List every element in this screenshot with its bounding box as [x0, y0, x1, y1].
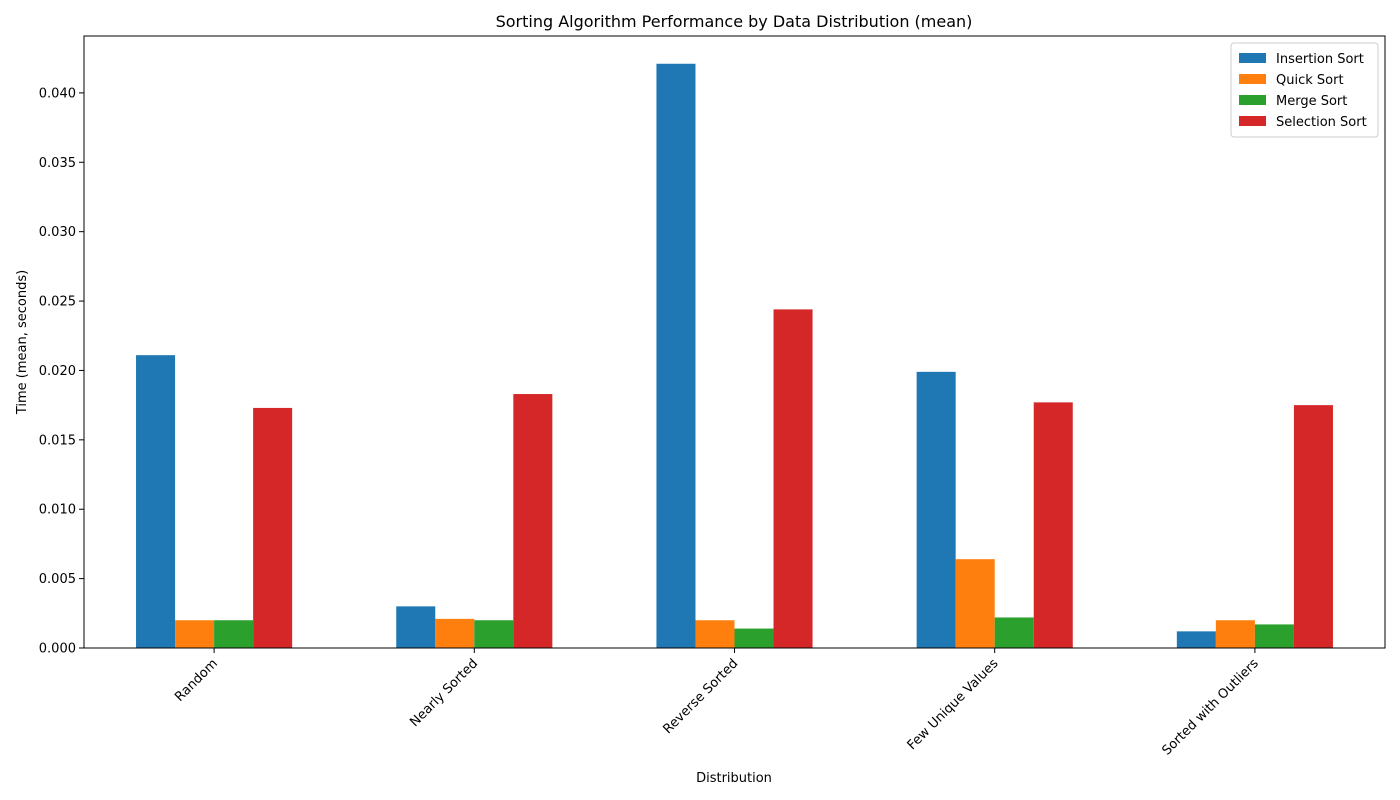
bar-selection-sort-random — [253, 407, 293, 648]
legend-frame — [1230, 42, 1379, 138]
bar-merge-sort-random — [214, 620, 254, 648]
legend-label: Quick Sort — [1276, 73, 1344, 88]
bar-insertion-sort-nearly-sorted — [396, 606, 436, 648]
legend-label: Selection Sort — [1276, 115, 1367, 130]
legend-label: Merge Sort — [1276, 94, 1347, 109]
x-tick-label: Few Unique Values — [905, 656, 1002, 753]
y-tick-label: 0.010 — [39, 503, 76, 518]
chart-title: Sorting Algorithm Performance by Data Di… — [496, 12, 973, 31]
x-axis: Random Nearly Sorted Reverse Sorted Few Uni… — [172, 648, 1262, 759]
bar-insertion-sort-few-unique-values — [916, 371, 956, 648]
y-tick-label: 0.025 — [39, 295, 76, 310]
bar-selection-sort-few-unique-values — [1033, 402, 1073, 648]
bar-quick-sort-nearly-sorted — [435, 618, 475, 648]
bar-insertion-sort-reverse-sorted — [656, 63, 696, 648]
legend-swatch — [1239, 95, 1266, 105]
bar-insertion-sort-random — [136, 355, 176, 648]
bar-selection-sort-nearly-sorted — [513, 394, 553, 648]
bar-quick-sort-random — [175, 620, 215, 648]
bar-selection-sort-sorted-with-outliers — [1293, 405, 1333, 648]
y-tick-label: 0.030 — [39, 225, 76, 240]
legend-swatch — [1239, 53, 1266, 63]
bar-merge-sort-nearly-sorted — [474, 620, 514, 648]
legend: Insertion Sort Quick Sort Merge Sort Select… — [1230, 42, 1379, 138]
legend-swatch — [1239, 116, 1266, 126]
legend-label: Insertion Sort — [1276, 52, 1364, 67]
x-tick-label: Reverse Sorted — [661, 656, 742, 737]
x-tick-label: Random — [172, 656, 221, 705]
y-tick-label: 0.000 — [39, 642, 76, 657]
plot-frame — [83, 35, 1386, 649]
y-tick-label: 0.005 — [39, 572, 76, 587]
x-tick-label: Nearly Sorted — [407, 656, 481, 730]
bar-insertion-sort-sorted-with-outliers — [1176, 631, 1216, 648]
x-axis-label: Distribution — [696, 771, 772, 786]
y-tick-label: 0.040 — [39, 86, 76, 101]
bar-quick-sort-reverse-sorted — [695, 620, 735, 648]
y-tick-label: 0.035 — [39, 156, 76, 171]
bar-quick-sort-few-unique-values — [955, 559, 995, 648]
bar-quick-sort-sorted-with-outliers — [1215, 620, 1255, 648]
y-tick-label: 0.020 — [39, 364, 76, 379]
bar-selection-sort-reverse-sorted — [773, 309, 813, 648]
bar-merge-sort-few-unique-values — [994, 617, 1034, 648]
bar-merge-sort-reverse-sorted — [734, 628, 774, 648]
y-tick-label: 0.015 — [39, 433, 76, 448]
bars-group — [136, 63, 1333, 648]
y-axis: 0.000 0.005 0.010 0.015 0.020 0.025 0.030 0.035… — [39, 86, 84, 657]
x-tick-label: Sorted with Outliers — [1159, 656, 1261, 758]
bar-merge-sort-sorted-with-outliers — [1254, 624, 1294, 648]
legend-swatch — [1239, 74, 1266, 84]
y-axis-label: Time (mean, seconds) — [15, 270, 30, 415]
